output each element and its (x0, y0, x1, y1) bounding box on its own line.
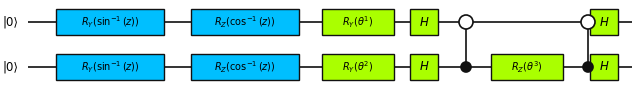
Text: $R_Z(\cos^{-1}(z))$: $R_Z(\cos^{-1}(z))$ (214, 14, 276, 30)
Text: $\mathit{H}$: $\mathit{H}$ (599, 61, 609, 74)
Text: $\mathit{H}$: $\mathit{H}$ (419, 15, 429, 28)
Text: $R_Y(\theta^1)$: $R_Y(\theta^1)$ (342, 14, 374, 30)
FancyBboxPatch shape (56, 9, 164, 35)
Text: $\mathit{H}$: $\mathit{H}$ (599, 15, 609, 28)
Text: $R_Z(\theta^3)$: $R_Z(\theta^3)$ (511, 59, 543, 75)
Circle shape (459, 15, 473, 29)
Text: $\mathit{H}$: $\mathit{H}$ (419, 61, 429, 74)
FancyBboxPatch shape (322, 54, 394, 80)
Circle shape (583, 62, 593, 72)
FancyBboxPatch shape (410, 54, 438, 80)
Text: $R_Y(\sin^{-1}(z))$: $R_Y(\sin^{-1}(z))$ (81, 14, 140, 30)
FancyBboxPatch shape (191, 9, 299, 35)
FancyBboxPatch shape (590, 9, 618, 35)
FancyBboxPatch shape (590, 54, 618, 80)
Text: $R_Z(\cos^{-1}(z))$: $R_Z(\cos^{-1}(z))$ (214, 59, 276, 75)
FancyBboxPatch shape (491, 54, 563, 80)
Text: $R_Y(\theta^2)$: $R_Y(\theta^2)$ (342, 59, 374, 75)
FancyBboxPatch shape (322, 9, 394, 35)
Circle shape (581, 15, 595, 29)
Text: |0⟩: |0⟩ (2, 61, 18, 74)
Circle shape (461, 62, 471, 72)
Text: |0⟩: |0⟩ (2, 15, 18, 28)
Text: $R_Y(\sin^{-1}(z))$: $R_Y(\sin^{-1}(z))$ (81, 59, 140, 75)
FancyBboxPatch shape (56, 54, 164, 80)
FancyBboxPatch shape (410, 9, 438, 35)
FancyBboxPatch shape (191, 54, 299, 80)
